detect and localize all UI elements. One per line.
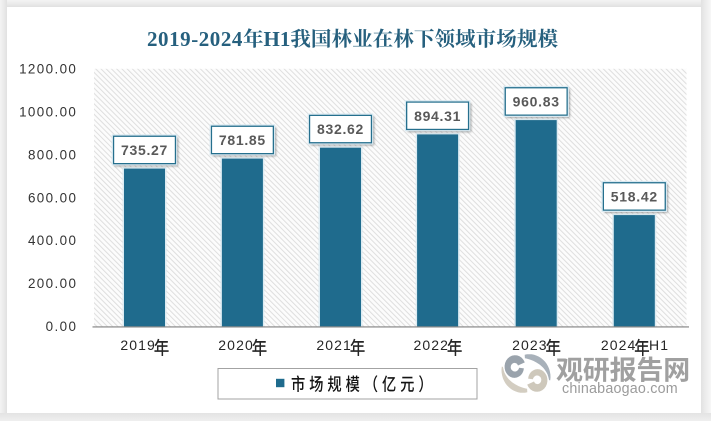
svg-text:chinabaogao.com: chinabaogao.com — [562, 381, 678, 397]
svg-text:600.00: 600.00 — [28, 190, 77, 205]
svg-text:2021: 2021 — [316, 337, 352, 353]
svg-text:0.00: 0.00 — [46, 319, 78, 334]
svg-text:200.00: 200.00 — [28, 276, 77, 291]
svg-text:H1: H1 — [264, 27, 291, 51]
svg-text:800.00: 800.00 — [28, 147, 77, 162]
svg-text:1200.00: 1200.00 — [19, 62, 77, 77]
svg-text:894.31: 894.31 — [414, 108, 461, 124]
svg-text:832.62: 832.62 — [317, 121, 364, 137]
svg-text:2023: 2023 — [512, 337, 548, 353]
svg-text:735.27: 735.27 — [121, 142, 168, 158]
svg-text:960.83: 960.83 — [513, 94, 560, 110]
svg-text:H1: H1 — [649, 337, 669, 353]
svg-text:2022: 2022 — [414, 337, 450, 353]
svg-text:400.00: 400.00 — [28, 233, 77, 248]
svg-text:2019: 2019 — [120, 337, 156, 353]
svg-text:518.42: 518.42 — [611, 189, 658, 205]
svg-text:2024: 2024 — [601, 337, 637, 353]
svg-text:2020: 2020 — [218, 337, 254, 353]
svg-text:2019-2024: 2019-2024 — [147, 27, 243, 51]
svg-text:1000.00: 1000.00 — [19, 104, 77, 119]
svg-text:781.85: 781.85 — [219, 132, 266, 148]
